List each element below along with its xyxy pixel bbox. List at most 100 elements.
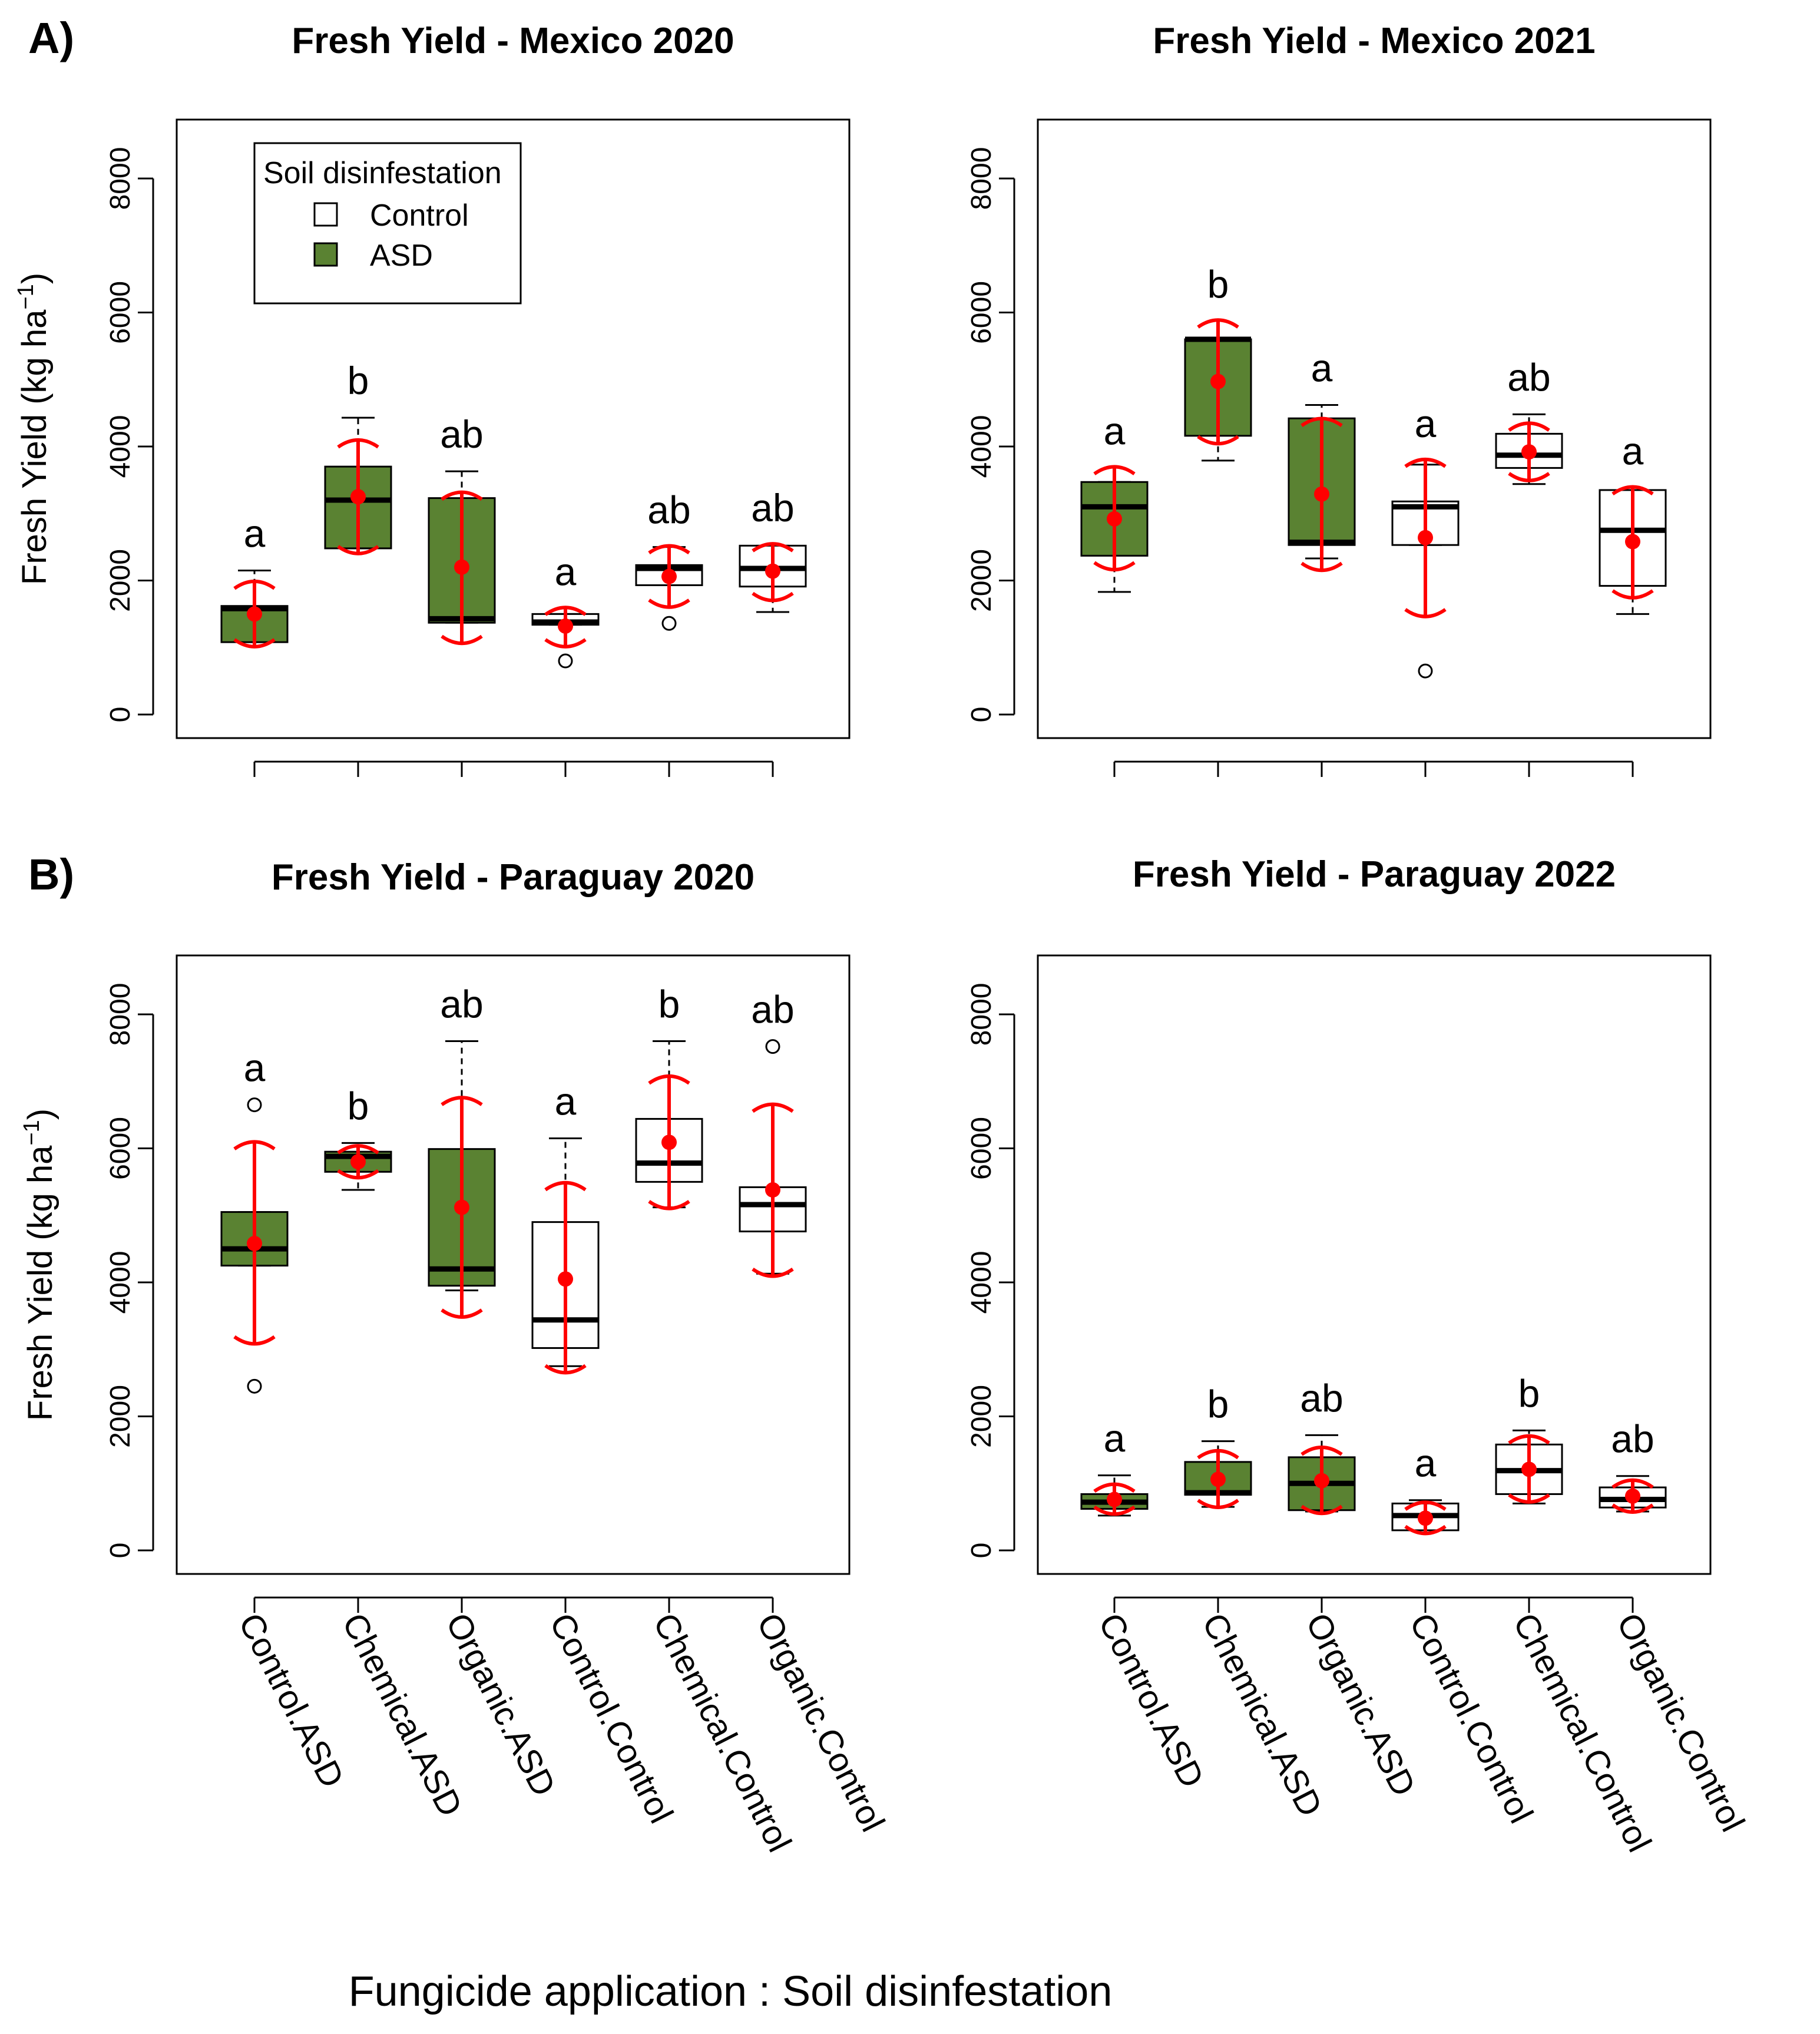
mean-point [1107,511,1122,527]
box-Chemical.ASD: b [1184,262,1252,462]
y-tick-label: 0 [966,1543,997,1559]
ci-cap-upper [1197,1448,1239,1460]
box-Chemical.ASD: b [1184,1383,1252,1509]
ci-cap-upper [752,1102,794,1113]
ci-cap-upper [1611,1478,1654,1489]
box-Organic.Control: ab [1599,1417,1667,1514]
panel-title: Fresh Yield - Mexico 2021 [1153,21,1595,61]
ci-cap-lower [337,545,379,555]
significance-letter: b [348,1084,369,1127]
ci-cap-upper [1404,1500,1447,1511]
significance-letter: a [244,1046,266,1090]
ci-cap-upper [233,1140,276,1150]
ci-cap-lower [1197,435,1239,446]
ci-cap-lower [441,634,483,646]
y-axis-title-close: ) [15,273,54,284]
mean-point [765,563,780,579]
box-Chemical.Control: b [635,983,703,1211]
significance-letter: b [658,983,680,1026]
y-tick-label: 4000 [966,415,997,478]
ci-cap-upper [1197,318,1239,329]
outlier-point [558,653,573,669]
legend-box [253,142,522,305]
y-axis-title-exponent: −1 [19,1120,44,1145]
legend-swatch-asd [313,242,338,267]
ci-cap-lower [441,1308,483,1319]
box-Chemical.ASD: b [324,359,392,555]
mean-point [661,1135,677,1150]
ci-cap-lower [544,1364,587,1375]
panel-title: Fresh Yield - Paraguay 2022 [1133,854,1616,895]
y-axis-title-text: Fresh Yield (kg ha [15,309,54,585]
y-tick-label: 6000 [105,281,136,344]
panel-title: Fresh Yield - Paraguay 2020 [272,857,755,898]
chart-panel-3: Fresh Yield - Paraguay 2020 0 2000 4000 6000… [19,857,892,1858]
ci-cap-lower [1508,1493,1550,1504]
y-tick-label: 4000 [105,1251,136,1314]
ci-cap-upper [648,544,690,555]
y-tick-label: 2000 [105,1385,136,1448]
significance-letter: ab [440,412,483,456]
ci-cap-lower [752,591,794,603]
ci-cap-upper [1301,1446,1343,1456]
significance-letter: b [1207,1383,1229,1426]
ci-cap-lower [648,598,690,609]
mean-point [1418,1510,1433,1526]
mean-point [661,568,677,584]
significance-letter: b [348,359,369,402]
chart-panel-4: Fresh Yield - Paraguay 2022 0 2000 4000 6000… [966,854,1752,1858]
ci-cap-lower [648,1200,690,1211]
legend-label: ASD [370,239,433,273]
box-Organic.Control: ab [739,988,807,1278]
y-tick-label: 8000 [105,983,136,1046]
significance-letter: ab [751,988,794,1031]
y-tick-label: 8000 [966,983,997,1046]
mean-point [454,1199,469,1215]
significance-letter: ab [1611,1417,1654,1461]
box-Organic.Control: a [1599,429,1667,615]
ci-cap-upper [337,438,379,449]
ci-cap-upper [544,606,587,616]
significance-letter: ab [751,486,794,530]
ci-cap-lower [1301,1504,1343,1516]
plot-frame [1037,118,1712,739]
ci-cap-upper [1301,416,1343,427]
outlier-point [765,1039,780,1054]
significance-letter: a [1311,346,1333,389]
significance-letter: a [555,550,577,593]
y-tick-label: 0 [966,707,997,723]
ci-cap-upper [1611,485,1654,496]
y-axis-title-exponent: −1 [14,284,38,309]
chart-panels: Fresh Yield - Mexico 2020 0 2000 4000 6000 80… [14,21,1752,1858]
ci-cap-upper [337,1144,379,1155]
category-label: Organic.ASD [1298,1607,1423,1802]
box-Organic.Control: ab [739,486,807,613]
ci-cap-lower [337,1169,379,1180]
outlier-point [661,616,677,631]
box-Control.Control: a [1391,402,1460,679]
category-label: Control.ASD [1091,1607,1211,1794]
legend-label: Control [370,199,469,233]
box-Control.Control: a [531,550,600,669]
category-label: Control.ASD [231,1607,351,1794]
ci-cap-lower [1508,472,1550,482]
significance-letter: a [1104,409,1126,452]
box-Chemical.Control: ab [635,488,703,631]
ci-cap-lower [1093,1505,1136,1516]
plot-frame [176,118,851,739]
mean-point [1418,530,1433,545]
y-tick-label: 4000 [966,1251,997,1314]
box-Organic.ASD: ab [1288,1376,1356,1516]
ci-cap-lower [1093,561,1136,571]
outlier-point [1418,663,1433,679]
significance-letter: a [1622,429,1644,473]
legend: Soil disinfestation Control ASD [253,142,522,305]
y-tick-label: 8000 [105,147,136,210]
category-label: Organic.ASD [438,1607,563,1802]
significance-letter: a [555,1079,577,1123]
mean-point [1107,1491,1122,1507]
chart-panel-2: Fresh Yield - Mexico 2021 0 2000 4000 6000 80… [966,21,1712,777]
ci-cap-lower [1404,608,1447,619]
ci-cap-lower [752,1267,794,1278]
ci-cap-lower [1611,1503,1654,1514]
